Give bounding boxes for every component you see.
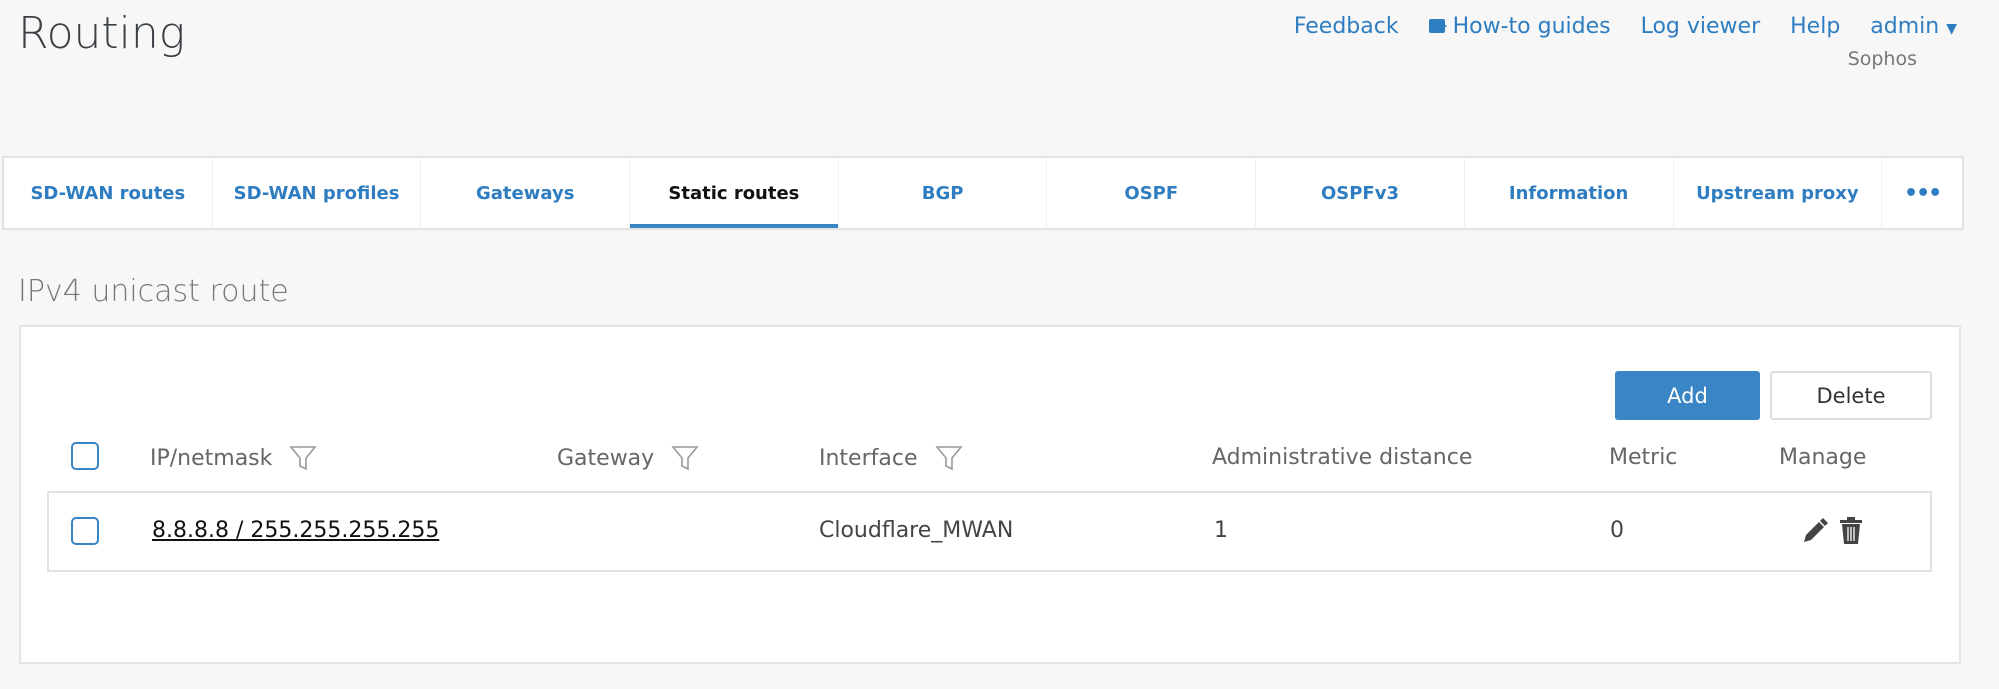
section-title: IPv4 unicast route (18, 274, 289, 309)
tab-information[interactable]: Information (1465, 158, 1674, 228)
col-manage: Manage (1779, 445, 1867, 470)
feedback-link[interactable]: Feedback (1293, 14, 1399, 39)
tab-ospfv3[interactable]: OSPFv3 (1256, 158, 1465, 228)
tab-upstream-proxy[interactable]: Upstream proxy (1674, 158, 1883, 228)
col-label: IP/netmask (150, 445, 273, 471)
col-ip-netmask: IP/netmask (150, 443, 318, 473)
log-viewer-link[interactable]: Log viewer (1640, 14, 1761, 39)
tab-bar: SD-WAN routes SD-WAN profiles Gateways S… (2, 156, 1964, 230)
add-button[interactable]: Add (1615, 371, 1760, 420)
metric-cell: 0 (1610, 518, 1624, 543)
tab-ospf[interactable]: OSPF (1047, 158, 1257, 228)
interface-cell: Cloudflare_MWAN (819, 518, 1014, 543)
col-interface: Interface (819, 443, 964, 473)
help-link[interactable]: Help (1790, 14, 1841, 39)
filter-icon[interactable] (934, 443, 964, 473)
filter-icon[interactable] (670, 443, 700, 473)
howto-label: How-to guides (1452, 14, 1611, 39)
col-admin-distance: Administrative distance (1212, 445, 1473, 470)
caret-down-icon: ▼ (1946, 21, 1957, 37)
col-gateway: Gateway (557, 443, 700, 473)
page-title: Routing (18, 8, 186, 59)
howto-link[interactable]: How-to guides (1428, 14, 1611, 39)
ip-netmask-link[interactable]: 8.8.8.8 / 255.255.255.255 (152, 518, 440, 543)
tab-static-routes[interactable]: Static routes (630, 158, 839, 228)
tab-bgp[interactable]: BGP (839, 158, 1048, 228)
user-name: admin (1870, 14, 1940, 39)
more-tabs-icon[interactable]: ••• (1904, 180, 1942, 206)
col-label: Interface (819, 445, 918, 471)
row-checkbox[interactable] (71, 517, 99, 545)
user-menu[interactable]: admin ▼ (1870, 14, 1957, 39)
table-row (47, 491, 1932, 572)
video-camera-icon (1428, 19, 1445, 33)
col-label: Gateway (557, 445, 655, 471)
top-links: Feedback How-to guides Log viewer Help a… (1294, 14, 1957, 39)
filter-icon[interactable] (288, 443, 318, 473)
distance-cell: 1 (1214, 518, 1228, 543)
delete-button[interactable]: Delete (1770, 371, 1932, 420)
tab-gateways[interactable]: Gateways (421, 158, 631, 228)
col-metric: Metric (1609, 445, 1678, 470)
select-all-checkbox[interactable] (71, 442, 99, 470)
tab-sdwan-routes[interactable]: SD-WAN routes (4, 158, 213, 228)
trash-icon[interactable] (1837, 516, 1865, 546)
org-name: Sophos (1847, 48, 1917, 70)
tab-sdwan-profiles[interactable]: SD-WAN profiles (213, 158, 422, 228)
edit-pencil-icon[interactable] (1800, 516, 1828, 546)
